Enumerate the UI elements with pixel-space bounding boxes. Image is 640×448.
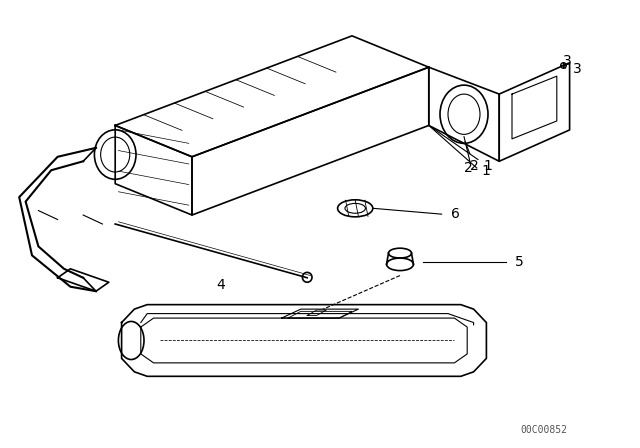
- Text: 2: 2: [465, 142, 479, 173]
- Text: 3: 3: [573, 62, 582, 77]
- Text: 2: 2: [464, 161, 473, 176]
- Text: 00C00852: 00C00852: [520, 425, 568, 435]
- Text: 4: 4: [216, 277, 225, 292]
- Text: 6: 6: [451, 207, 460, 221]
- Text: 1: 1: [481, 164, 490, 178]
- Text: 5: 5: [515, 255, 524, 269]
- Text: 1: 1: [431, 127, 492, 173]
- Text: 3: 3: [563, 54, 572, 68]
